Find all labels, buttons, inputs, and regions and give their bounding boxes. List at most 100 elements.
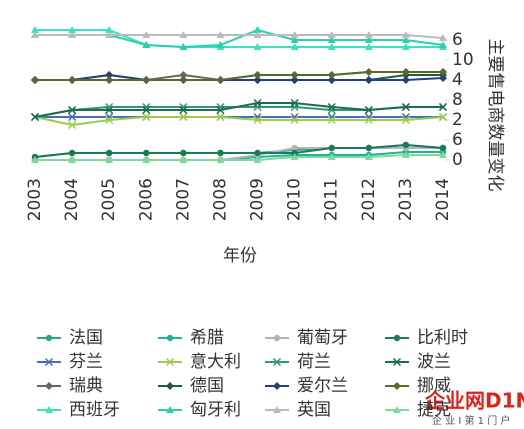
point <box>166 334 174 342</box>
y-tick-label: 8 <box>452 90 463 110</box>
point <box>290 153 299 160</box>
point <box>402 141 410 149</box>
point <box>364 76 373 84</box>
legend-item: 德国 <box>158 376 224 396</box>
legend-item: 意大利 <box>158 352 241 372</box>
point <box>216 31 225 38</box>
series-line <box>34 102 443 118</box>
point <box>438 112 448 122</box>
point <box>364 31 373 38</box>
x-tick-label: 2004 <box>62 178 82 221</box>
point <box>179 76 188 84</box>
point <box>31 31 39 38</box>
series <box>31 151 447 163</box>
legend-item: 挪威 <box>385 376 451 396</box>
point <box>31 156 39 163</box>
x-axis-title: 年份 <box>223 246 257 266</box>
legend-label: 爱尔兰 <box>297 376 348 396</box>
point <box>30 112 40 122</box>
watermark-sub: 企 业 I 第 1 门 户 <box>432 414 510 427</box>
legend-label: 比利时 <box>417 328 468 348</box>
x-tick-label: 2014 <box>433 178 453 221</box>
point <box>273 406 281 413</box>
point <box>44 357 54 367</box>
point <box>166 382 174 390</box>
x-tick-label: 2011 <box>322 178 342 221</box>
point <box>105 115 114 125</box>
point <box>328 144 335 152</box>
point <box>327 43 336 50</box>
point <box>142 112 151 122</box>
legend-item: 英国 <box>265 400 331 420</box>
series-line <box>35 154 443 161</box>
point <box>393 334 401 342</box>
point <box>327 36 336 43</box>
point <box>165 357 175 367</box>
point <box>401 115 410 125</box>
point <box>179 43 188 50</box>
point <box>290 31 299 38</box>
y-tick-label: 0 <box>452 150 463 170</box>
legend-item: 葡萄牙 <box>265 328 348 348</box>
point <box>327 153 336 160</box>
point <box>179 31 188 38</box>
point <box>253 156 262 163</box>
legend-label: 瑞典 <box>69 376 103 396</box>
y-tick-label: 6 <box>452 130 463 150</box>
legend-item: 希腊 <box>158 328 224 348</box>
point <box>401 36 410 43</box>
series <box>31 68 447 84</box>
legend-item: 法国 <box>37 328 103 348</box>
legend-item: 西班牙 <box>37 400 120 420</box>
point <box>290 76 299 84</box>
point <box>216 76 225 84</box>
legend-label: 希腊 <box>190 328 224 348</box>
point <box>327 76 336 84</box>
y-tick-label: 10 <box>452 50 474 70</box>
point <box>142 105 151 115</box>
point <box>327 115 336 125</box>
point <box>401 31 410 38</box>
legend-label: 西班牙 <box>69 400 120 420</box>
point <box>364 153 373 160</box>
point <box>364 115 373 125</box>
series <box>31 68 447 84</box>
point <box>216 112 225 122</box>
point <box>216 41 225 48</box>
point <box>68 149 76 157</box>
point <box>68 156 77 163</box>
point <box>401 68 410 76</box>
point <box>179 112 188 122</box>
series-line <box>35 71 443 81</box>
point <box>45 382 53 390</box>
point <box>216 105 225 115</box>
legend-item: 爱尔兰 <box>265 376 348 396</box>
legend-label: 法国 <box>69 328 103 348</box>
point <box>68 120 77 130</box>
x-tick-label: 2006 <box>136 178 156 221</box>
point <box>253 31 262 38</box>
point <box>105 26 114 33</box>
point <box>253 43 262 50</box>
point <box>68 105 77 115</box>
point <box>254 149 261 157</box>
y-tick-label: 6 <box>452 30 463 50</box>
y-tick-label: 2 <box>452 110 463 130</box>
point <box>439 151 447 158</box>
series <box>30 98 448 122</box>
point <box>290 98 299 108</box>
y-tick-label: 4 <box>452 70 463 90</box>
point <box>253 26 262 33</box>
point <box>105 149 113 157</box>
series <box>30 112 448 130</box>
point <box>273 382 281 390</box>
point <box>68 112 77 122</box>
point <box>253 76 262 84</box>
x-tick-label: 2005 <box>99 178 119 221</box>
legend-item: 瑞典 <box>37 376 103 396</box>
point <box>68 26 77 33</box>
legend-label: 匈牙利 <box>190 400 241 420</box>
point <box>105 76 114 84</box>
point <box>31 76 39 84</box>
legend-label: 捷克 <box>417 400 451 420</box>
